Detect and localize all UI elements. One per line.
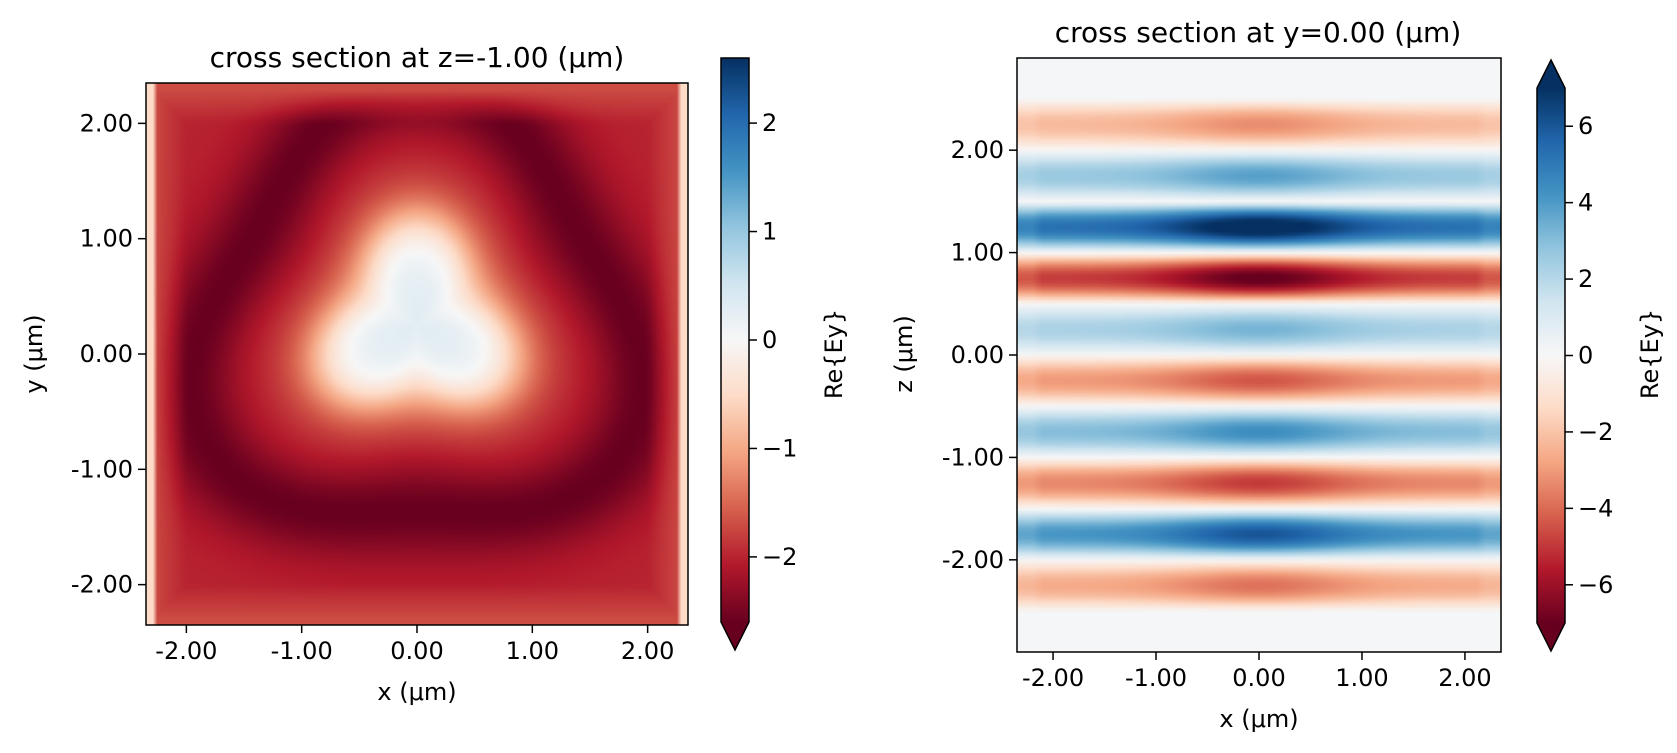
left-panel: cross section at z=-1.00 (μm) -2.00 -1.00… bbox=[20, 41, 848, 706]
left-ytick-label: 0.00 bbox=[80, 340, 133, 368]
left-title: cross section at z=-1.00 (μm) bbox=[210, 41, 625, 74]
left-colorbar-label: Re{Ey} bbox=[820, 309, 848, 399]
left-colorbar bbox=[721, 58, 749, 622]
right-heatmap-image bbox=[1017, 58, 1501, 652]
right-colorbar-outline bbox=[1536, 58, 1566, 653]
right-heatmap bbox=[1017, 58, 1501, 652]
right-colorbar-extend-min bbox=[1537, 623, 1565, 651]
left-cbtick-label: 2 bbox=[762, 109, 777, 137]
left-x-ticks: -2.00 -1.00 0.00 1.00 2.00 bbox=[155, 625, 674, 665]
right-ylabel: z (μm) bbox=[890, 315, 918, 393]
right-colorbar-extend-max bbox=[1537, 60, 1565, 88]
right-cbtick-label: 6 bbox=[1578, 112, 1593, 140]
left-cbtick-label: −2 bbox=[762, 543, 797, 571]
left-xtick-label: 2.00 bbox=[621, 637, 674, 665]
left-xtick-label: -1.00 bbox=[271, 637, 333, 665]
left-ytick-label: 2.00 bbox=[80, 109, 133, 137]
right-cbtick-label: 0 bbox=[1578, 342, 1593, 370]
left-xtick-label: 1.00 bbox=[506, 637, 559, 665]
right-ytick-label: 0.00 bbox=[951, 341, 1004, 369]
right-xtick-label: 2.00 bbox=[1438, 664, 1491, 692]
left-xtick-label: -2.00 bbox=[155, 637, 217, 665]
right-ytick-label: 2.00 bbox=[951, 136, 1004, 164]
right-x-ticks: -2.00 -1.00 0.00 1.00 2.00 bbox=[1022, 652, 1492, 692]
right-colorbar-label: Re{Ey} bbox=[1636, 309, 1664, 399]
left-ytick-label: -2.00 bbox=[71, 571, 133, 599]
right-xtick-label: 1.00 bbox=[1335, 664, 1388, 692]
right-xlabel: x (μm) bbox=[1219, 705, 1298, 733]
right-cbtick-label: −6 bbox=[1578, 571, 1613, 599]
left-xtick-label: 0.00 bbox=[390, 637, 443, 665]
right-xtick-label: -2.00 bbox=[1022, 664, 1084, 692]
left-cbtick-label: 1 bbox=[762, 218, 777, 246]
right-title: cross section at y=0.00 (μm) bbox=[1055, 16, 1462, 49]
right-xtick-label: 0.00 bbox=[1232, 664, 1285, 692]
right-ytick-label: -1.00 bbox=[942, 443, 1004, 471]
left-ytick-label: 1.00 bbox=[80, 225, 133, 253]
right-ytick-label: -2.00 bbox=[942, 546, 1004, 574]
left-heatmap bbox=[146, 83, 688, 625]
left-ytick-label: -1.00 bbox=[71, 455, 133, 483]
right-ytick-label: 1.00 bbox=[951, 239, 1004, 267]
right-cbtick-label: −4 bbox=[1578, 494, 1613, 522]
right-y-ticks: -2.00 -1.00 0.00 1.00 2.00 bbox=[942, 136, 1017, 574]
left-cbtick-label: 0 bbox=[762, 326, 777, 354]
right-cbtick-label: 2 bbox=[1578, 265, 1593, 293]
left-colorbar-extend-min bbox=[721, 622, 749, 650]
right-xtick-label: -1.00 bbox=[1125, 664, 1187, 692]
left-ylabel: y (μm) bbox=[20, 314, 48, 393]
right-cbtick-label: 4 bbox=[1578, 189, 1593, 217]
left-colorbar-outline bbox=[720, 57, 750, 652]
left-y-ticks: -2.00 -1.00 0.00 1.00 2.00 bbox=[71, 109, 146, 599]
right-colorbar-ticks: −6 −4 −2 0 2 4 6 bbox=[1565, 112, 1613, 599]
left-xlabel: x (μm) bbox=[377, 678, 456, 706]
right-colorbar bbox=[1537, 88, 1565, 623]
left-heatmap-image bbox=[146, 83, 688, 625]
right-cbtick-label: −2 bbox=[1578, 418, 1613, 446]
left-cbtick-label: −1 bbox=[762, 434, 797, 462]
right-panel: cross section at y=0.00 (μm) -2.00 -1.00 0… bbox=[890, 16, 1664, 733]
left-colorbar-ticks: −2 −1 0 1 2 bbox=[749, 109, 797, 571]
